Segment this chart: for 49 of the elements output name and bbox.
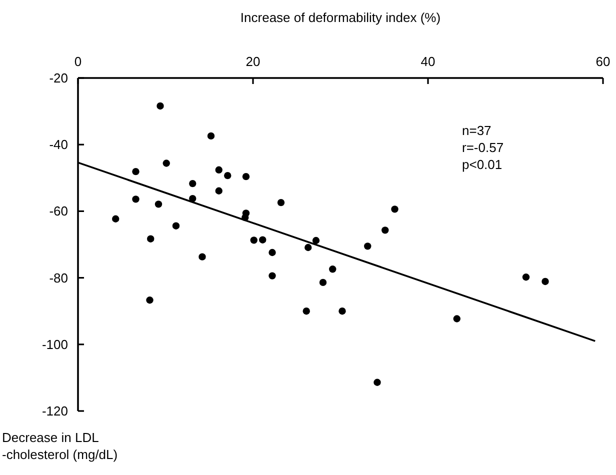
y-axis-title: Decrease in LDL -cholesterol (mg/dL): [2, 430, 118, 462]
point: [215, 187, 222, 194]
x-tick-label: 40: [420, 54, 436, 69]
point: [268, 248, 276, 256]
point: [224, 172, 232, 180]
point: [304, 244, 312, 252]
point: [329, 266, 336, 273]
point: [147, 235, 154, 242]
point: [242, 172, 250, 180]
x-tick-label: 0: [74, 54, 82, 69]
x-tick-label: 60: [596, 54, 610, 69]
point: [319, 278, 327, 286]
point: [156, 102, 164, 110]
point: [364, 242, 372, 250]
point: [268, 272, 276, 280]
x-axis-title: Increase of deformability index (%): [240, 10, 441, 25]
y-tick-label: -100: [42, 336, 68, 352]
point: [522, 274, 530, 281]
point: [198, 253, 206, 260]
point: [132, 168, 140, 176]
point: [374, 378, 381, 386]
point: [146, 296, 154, 304]
point: [259, 236, 266, 244]
annotation: n=37: [462, 123, 492, 138]
annotation: p<0.01: [462, 157, 502, 172]
point: [132, 196, 140, 203]
point: [112, 215, 120, 222]
y-tick-label: -20: [49, 70, 68, 86]
point: [207, 132, 215, 140]
point: [215, 166, 222, 174]
point: [277, 198, 285, 206]
point: [453, 315, 460, 322]
point: [302, 308, 310, 315]
annotation: r=-0.57: [462, 140, 504, 155]
y-tick-label: -40: [49, 137, 68, 152]
point: [542, 278, 549, 286]
point: [391, 206, 398, 213]
point: [154, 200, 162, 208]
point: [162, 160, 170, 167]
y-tick-label: -60: [49, 204, 68, 219]
point: [172, 222, 180, 230]
x-tick-label: 20: [246, 54, 260, 69]
point: [338, 308, 346, 315]
y-tick-label: -120: [42, 404, 68, 418]
point: [250, 236, 258, 244]
point: [189, 180, 196, 188]
point: [312, 236, 320, 244]
point: [382, 226, 389, 234]
y-tick-label: -80: [49, 270, 68, 286]
